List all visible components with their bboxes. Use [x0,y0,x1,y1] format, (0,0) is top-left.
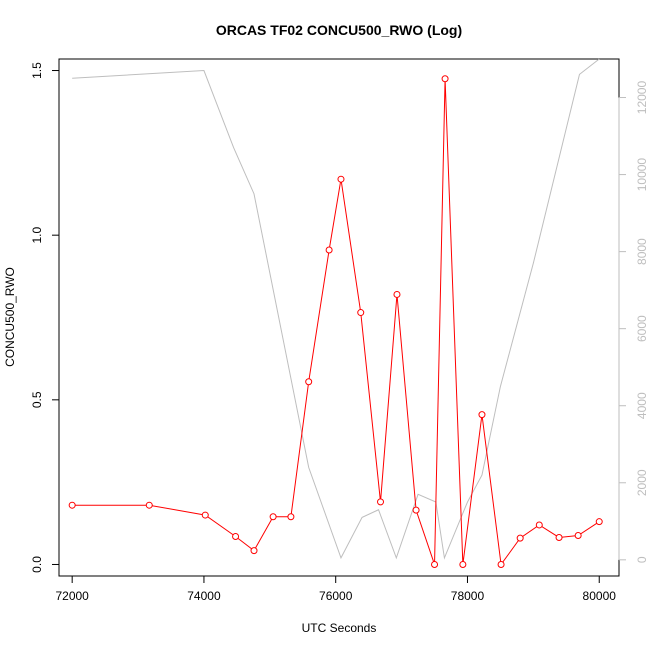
data-point [393,290,401,298]
secondary-y-axis: 0 2000 4000 6000 8000 10000 12000 [618,81,649,563]
y-axis-label: CONCU500_RWO [3,267,17,367]
y-axis: 0.0 0.5 1.0 1.5 [30,62,60,573]
x-tick-label: 76000 [319,589,353,603]
x-tick-label: 78000 [451,589,485,603]
x-tick-label: 74000 [187,589,221,603]
chart-title: ORCAS TF02 CONCU500_RWO (Log) [216,22,462,38]
data-point [337,175,345,183]
y2-tick-label: 8000 [635,238,649,265]
data-point [68,501,76,509]
x-tick-label: 80000 [583,589,617,603]
data-point [441,75,449,83]
y-tick-label: 1.0 [30,227,44,244]
data-point [516,534,524,542]
data-point [431,560,439,568]
data-point [287,513,295,521]
y2-tick-label: 6000 [635,315,649,342]
data-point [535,521,543,529]
y2-tick-label: 10000 [635,158,649,192]
primary-series-line [72,78,600,566]
x-axis: 72000 74000 76000 78000 80000 [55,575,617,603]
x-tick-label: 72000 [55,589,89,603]
data-point [555,533,563,541]
y2-tick-label: 2000 [635,469,649,496]
data-point [497,560,505,568]
x-axis-label: UTC Seconds [302,621,377,635]
y-tick-label: 1.5 [30,62,44,79]
data-point [574,531,582,539]
data-point [357,309,365,317]
data-point [478,411,486,419]
data-point [412,506,420,514]
y2-tick-label: 12000 [635,81,649,115]
data-point [269,513,277,521]
data-point [232,532,240,540]
data-point [250,547,258,555]
data-point [325,246,333,254]
data-point [459,560,467,568]
y2-tick-label: 0 [635,556,649,563]
y-tick-label: 0.5 [30,391,44,408]
y2-tick-label: 4000 [635,392,649,419]
data-point [145,501,153,509]
y-tick-label: 0.0 [30,556,44,573]
data-point [377,498,385,506]
data-point [201,511,209,519]
secondary-series-line [72,58,600,560]
data-point [595,518,603,526]
data-point [305,378,313,386]
series-layer [68,58,603,568]
